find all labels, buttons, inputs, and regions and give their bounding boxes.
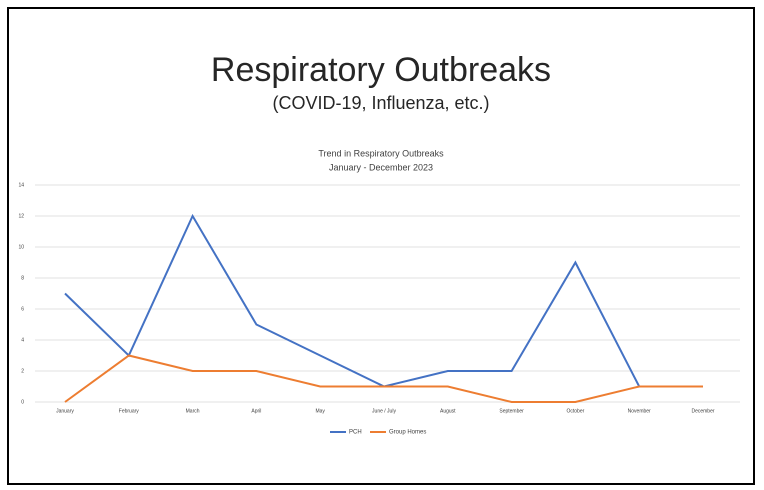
legend-label: Group Homes (389, 430, 426, 436)
y-tick-label: 4 (21, 337, 24, 343)
slide-frame (7, 7, 755, 485)
x-tick-label: November (628, 408, 651, 414)
y-tick-label: 8 (21, 275, 24, 281)
chart-subtitle: January - December 2023 (329, 162, 433, 172)
chart-title: Trend in Respiratory Outbreaks (318, 148, 444, 158)
x-tick-label: June / July (372, 408, 396, 414)
slide-title: Respiratory Outbreaks (211, 51, 551, 89)
slide-subtitle: (COVID-19, Influenza, etc.) (272, 93, 489, 113)
x-tick-label: February (119, 408, 140, 414)
y-tick-label: 2 (21, 368, 24, 374)
legend-label: PCH (349, 430, 362, 436)
y-tick-label: 14 (18, 182, 24, 188)
x-tick-label: May (315, 408, 325, 414)
y-tick-label: 10 (18, 244, 24, 250)
x-tick-label: September (499, 408, 524, 414)
x-tick-label: April (251, 408, 261, 414)
y-tick-label: 0 (21, 399, 24, 405)
x-tick-label: March (186, 408, 200, 414)
x-tick-label: August (440, 408, 456, 414)
y-tick-label: 12 (18, 213, 24, 219)
series-line (64, 354, 703, 403)
x-tick-label: January (56, 408, 74, 414)
x-tick-label: October (567, 408, 585, 414)
x-tick-label: December (691, 408, 714, 414)
y-tick-label: 6 (21, 306, 24, 312)
